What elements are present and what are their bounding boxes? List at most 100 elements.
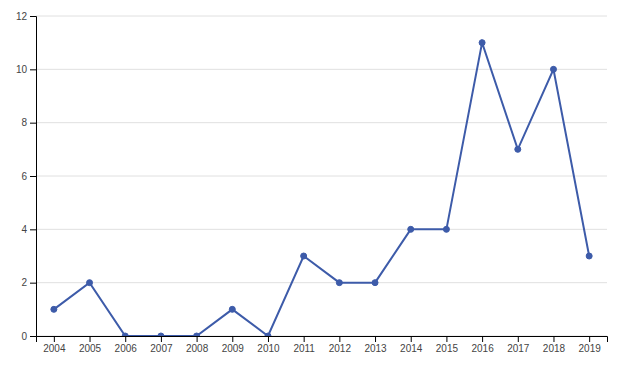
x-tick-label: 2012 xyxy=(329,343,352,354)
x-tick: 2016 xyxy=(471,336,494,354)
point xyxy=(51,306,57,312)
x-tick: 2013 xyxy=(364,336,387,354)
x-tick: 2017 xyxy=(507,336,530,354)
x-tick: 2011 xyxy=(293,336,315,354)
x-tick-label: 2008 xyxy=(186,343,209,354)
x-tick-label: 2004 xyxy=(43,343,66,354)
point xyxy=(479,40,485,46)
chart: 2004200520062007200820092010201120122013… xyxy=(0,0,627,366)
x-tick-label: 2009 xyxy=(222,343,245,354)
x-tick-label: 2011 xyxy=(293,343,315,354)
x-tick-mark xyxy=(518,336,519,342)
point xyxy=(515,146,521,152)
x-tick-label: 2005 xyxy=(79,343,102,354)
x-tick-mark xyxy=(446,336,447,342)
y-tick: 8 xyxy=(21,117,36,128)
x-tick-mark xyxy=(589,336,590,342)
x-tick: 2012 xyxy=(329,336,352,354)
x-axis-line xyxy=(37,337,608,343)
y-tick-label: 10 xyxy=(16,64,28,75)
point xyxy=(87,280,93,286)
point xyxy=(301,253,307,259)
x-tick-label: 2013 xyxy=(364,343,387,354)
x-tick-mark xyxy=(553,336,554,342)
line xyxy=(54,43,589,336)
point xyxy=(550,66,556,72)
x-tick-label: 2015 xyxy=(436,343,459,354)
x-tick-label: 2018 xyxy=(543,343,566,354)
point xyxy=(122,333,128,336)
x-tick-mark xyxy=(268,336,269,342)
point xyxy=(443,226,449,232)
grid-line xyxy=(36,69,607,70)
x-axis: 2004 2005 2006 2007 2008 2009 2010 2011 2012 2013… xyxy=(37,336,608,354)
y-tick: 12 xyxy=(16,11,36,22)
y-axis: 0 2 4 6 8 10 12 xyxy=(16,11,37,342)
x-tick-mark xyxy=(232,336,233,342)
y-tick: 6 xyxy=(21,171,36,182)
y-axis-line xyxy=(30,17,37,337)
y-tick-mark xyxy=(30,69,36,70)
y-tick-mark xyxy=(30,336,36,337)
point xyxy=(586,253,592,259)
x-tick: 2007 xyxy=(150,336,173,354)
plot: 2004200520062007200820092010201120122013… xyxy=(16,11,608,354)
point xyxy=(229,306,235,312)
x-tick-label: 2017 xyxy=(507,343,530,354)
marks xyxy=(51,40,592,336)
y-tick-label: 8 xyxy=(21,117,27,128)
x-tick-mark xyxy=(54,336,55,342)
point xyxy=(372,280,378,286)
x-tick: 2010 xyxy=(257,336,280,354)
x-tick-mark xyxy=(304,336,305,342)
y-tick-mark xyxy=(30,16,36,17)
x-tick-mark xyxy=(197,336,198,342)
x-tick: 2006 xyxy=(115,336,138,354)
grid-line xyxy=(36,122,607,123)
y-tick: 2 xyxy=(21,277,36,288)
x-tick-label: 2016 xyxy=(471,343,494,354)
point xyxy=(194,333,200,336)
y-tick-mark xyxy=(30,229,36,230)
x-tick-mark xyxy=(339,336,340,342)
x-tick-label: 2010 xyxy=(257,343,280,354)
y-tick-label: 6 xyxy=(21,171,27,182)
x-tick: 2009 xyxy=(222,336,245,354)
y-tick-label: 4 xyxy=(21,224,27,235)
x-tick-label: 2014 xyxy=(400,343,423,354)
point xyxy=(158,333,164,336)
x-tick-label: 2019 xyxy=(579,343,602,354)
y-tick-label: 0 xyxy=(21,331,27,342)
x-tick-mark xyxy=(125,336,126,342)
grid-line xyxy=(36,282,607,283)
y-tick-label: 2 xyxy=(21,277,27,288)
point xyxy=(408,226,414,232)
x-tick-mark xyxy=(411,336,412,342)
x-tick-label: 2007 xyxy=(150,343,173,354)
y-tick-label: 12 xyxy=(16,11,28,22)
x-tick: 2005 xyxy=(79,336,102,354)
grid-line xyxy=(36,16,607,17)
grid-line xyxy=(36,229,607,230)
y-tick: 0 xyxy=(21,331,36,342)
point xyxy=(265,333,271,336)
x-tick: 2004 xyxy=(43,336,66,354)
point xyxy=(336,280,342,286)
y-tick-mark xyxy=(30,123,36,124)
grid xyxy=(36,16,607,336)
x-tick-label: 2006 xyxy=(115,343,138,354)
x-tick-mark xyxy=(375,336,376,342)
x-tick-mark xyxy=(161,336,162,342)
x-tick-mark xyxy=(90,336,91,342)
y-tick: 10 xyxy=(16,64,36,75)
x-tick-mark xyxy=(482,336,483,342)
grid-line xyxy=(36,176,607,177)
y-tick: 4 xyxy=(21,224,36,235)
x-tick: 2014 xyxy=(400,336,423,354)
x-tick: 2018 xyxy=(543,336,566,354)
x-tick: 2008 xyxy=(186,336,209,354)
y-tick-mark xyxy=(30,176,36,177)
x-tick: 2019 xyxy=(579,336,602,354)
x-tick: 2015 xyxy=(436,336,459,354)
y-tick-mark xyxy=(30,283,36,284)
